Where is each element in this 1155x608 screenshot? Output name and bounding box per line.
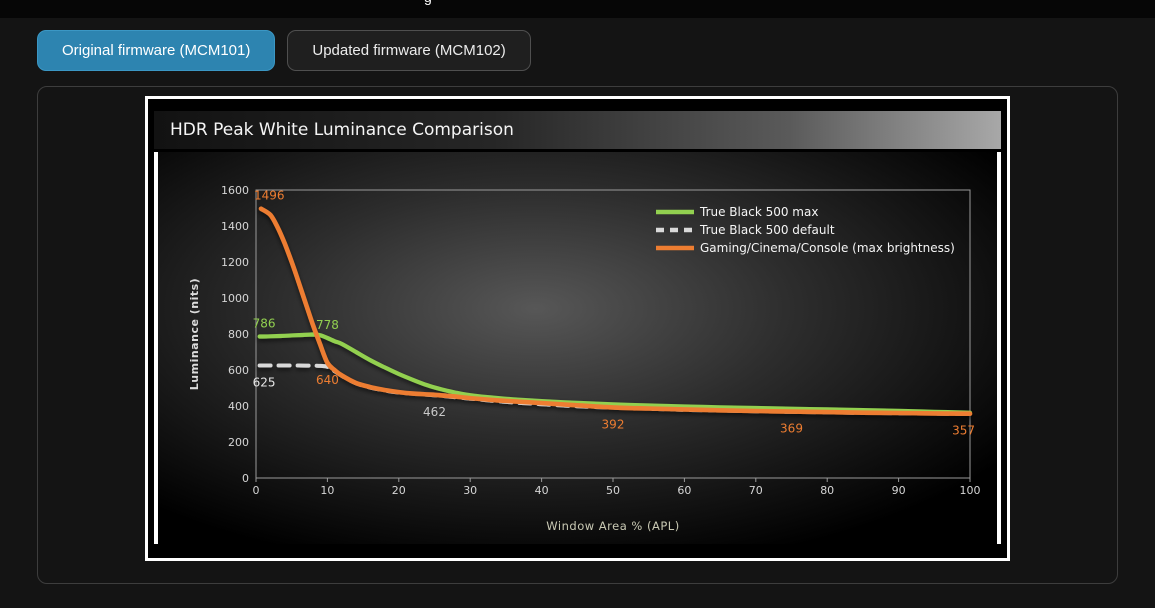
- data-label: 369: [780, 422, 803, 436]
- data-label: 625: [253, 376, 276, 390]
- luminance-chart: 0 10 20 30 40 50 60 70 80 90 100020040060080010001…: [158, 152, 997, 544]
- firmware-tabs: Original firmware (MCM101) Updated firmw…: [37, 30, 1155, 71]
- data-label: 1496: [254, 189, 285, 203]
- legend-label: True Black 500 default: [699, 223, 835, 237]
- y-tick-label: 1600: [221, 184, 249, 197]
- tab-original-firmware-label: Original firmware (MCM101): [62, 42, 251, 59]
- x-tick-label: 100: [960, 484, 981, 497]
- data-label: 462: [423, 405, 446, 419]
- y-tick-label: 1200: [221, 256, 249, 269]
- x-tick-label: 80: [820, 484, 834, 497]
- x-tick-label: 10: [320, 484, 334, 497]
- y-tick-label: 1000: [221, 292, 249, 305]
- legend-label: True Black 500 max: [699, 205, 818, 219]
- chart-image-frame: HDR Peak White Luminance Comparison 0 10 2…: [145, 96, 1010, 561]
- y-tick-label: 1400: [221, 220, 249, 233]
- x-tick-label: 70: [749, 484, 763, 497]
- chart-title: HDR Peak White Luminance Comparison: [154, 111, 1001, 149]
- data-label: 640: [316, 373, 339, 387]
- x-axis-title: Window Area % (APL): [546, 519, 679, 533]
- series-line-true-black-500-max: [257, 332, 973, 415]
- data-label: 392: [602, 417, 625, 431]
- series-group: [257, 206, 973, 416]
- y-tick-label: 0: [242, 472, 249, 485]
- x-tick-label: 30: [463, 484, 477, 497]
- y-tick-label: 200: [228, 436, 249, 449]
- plot-area-wrap: 0 10 20 30 40 50 60 70 80 90 100 0 200 400 600 800 1000 1…: [154, 152, 1001, 544]
- tab-updated-firmware[interactable]: Updated firmware (MCM102): [287, 30, 531, 71]
- firmware-panel: HDR Peak White Luminance Comparison 0 10 2…: [37, 86, 1118, 584]
- y-tick-label: 400: [228, 400, 249, 413]
- clipped-heading-text: g: [424, 0, 432, 7]
- x-tick-label: 50: [606, 484, 620, 497]
- legend-label: Gaming/Cinema/Console (max brightness): [700, 241, 955, 255]
- x-tick-label: 20: [392, 484, 406, 497]
- tab-updated-firmware-label: Updated firmware (MCM102): [312, 42, 506, 59]
- data-label: 786: [253, 317, 276, 331]
- x-tick-label: 90: [892, 484, 906, 497]
- tab-original-firmware[interactable]: Original firmware (MCM101): [37, 30, 276, 71]
- series-line-gaming-cinema-console-max-brightness-: [258, 206, 973, 416]
- top-bar: g: [0, 0, 1155, 18]
- chart-background: [158, 152, 997, 544]
- x-tick-label: 40: [535, 484, 549, 497]
- y-tick-label: 600: [228, 364, 249, 377]
- data-label: 778: [316, 318, 339, 332]
- y-axis-title: Luminance (nits): [188, 278, 201, 390]
- x-tick-label: 60: [677, 484, 691, 497]
- x-tick-label: 0: [253, 484, 260, 497]
- legend: True Black 500 max True Black 500 default…: [656, 205, 955, 255]
- y-tick-label: 800: [228, 328, 249, 341]
- data-label: 357: [952, 424, 975, 438]
